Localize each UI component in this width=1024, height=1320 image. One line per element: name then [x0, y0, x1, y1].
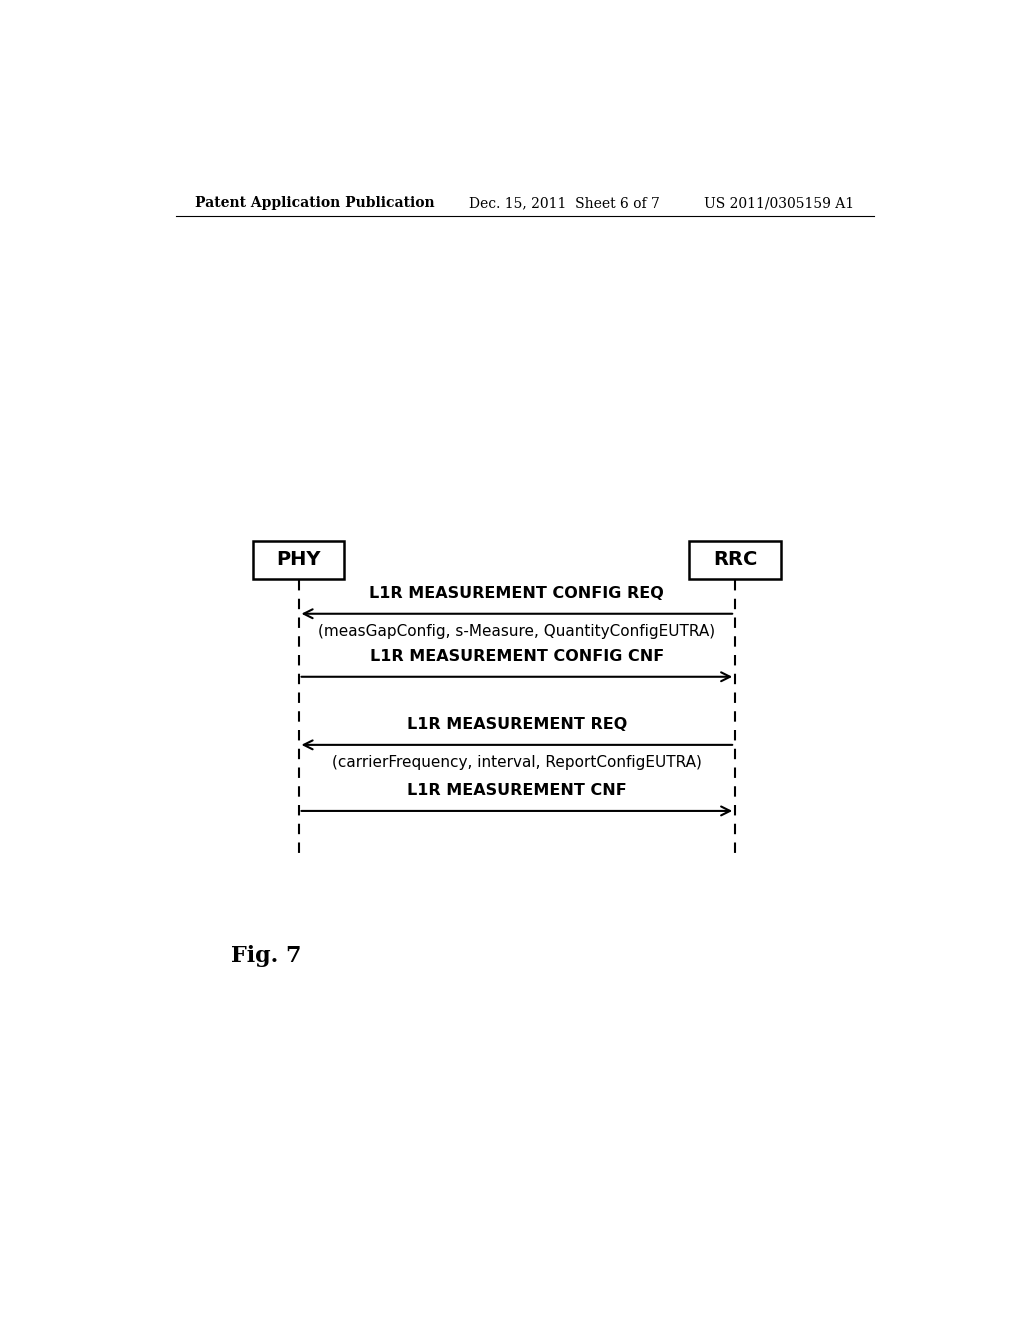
Text: L1R MEASUREMENT CNF: L1R MEASUREMENT CNF — [407, 783, 627, 797]
Text: Fig. 7: Fig. 7 — [231, 945, 302, 968]
Text: L1R MEASUREMENT REQ: L1R MEASUREMENT REQ — [407, 717, 627, 731]
Text: L1R MEASUREMENT CONFIG REQ: L1R MEASUREMENT CONFIG REQ — [370, 586, 665, 601]
Text: Dec. 15, 2011  Sheet 6 of 7: Dec. 15, 2011 Sheet 6 of 7 — [469, 197, 660, 210]
Text: (carrierFrequency, interval, ReportConfigEUTRA): (carrierFrequency, interval, ReportConfi… — [332, 755, 701, 770]
Bar — [253, 541, 344, 579]
Text: US 2011/0305159 A1: US 2011/0305159 A1 — [705, 197, 854, 210]
Text: RRC: RRC — [713, 550, 758, 569]
Text: Patent Application Publication: Patent Application Publication — [196, 197, 435, 210]
Bar — [689, 541, 780, 579]
Text: (measGapConfig, s-Measure, QuantityConfigEUTRA): (measGapConfig, s-Measure, QuantityConfi… — [318, 624, 716, 639]
Text: PHY: PHY — [276, 550, 321, 569]
Text: L1R MEASUREMENT CONFIG CNF: L1R MEASUREMENT CONFIG CNF — [370, 648, 664, 664]
